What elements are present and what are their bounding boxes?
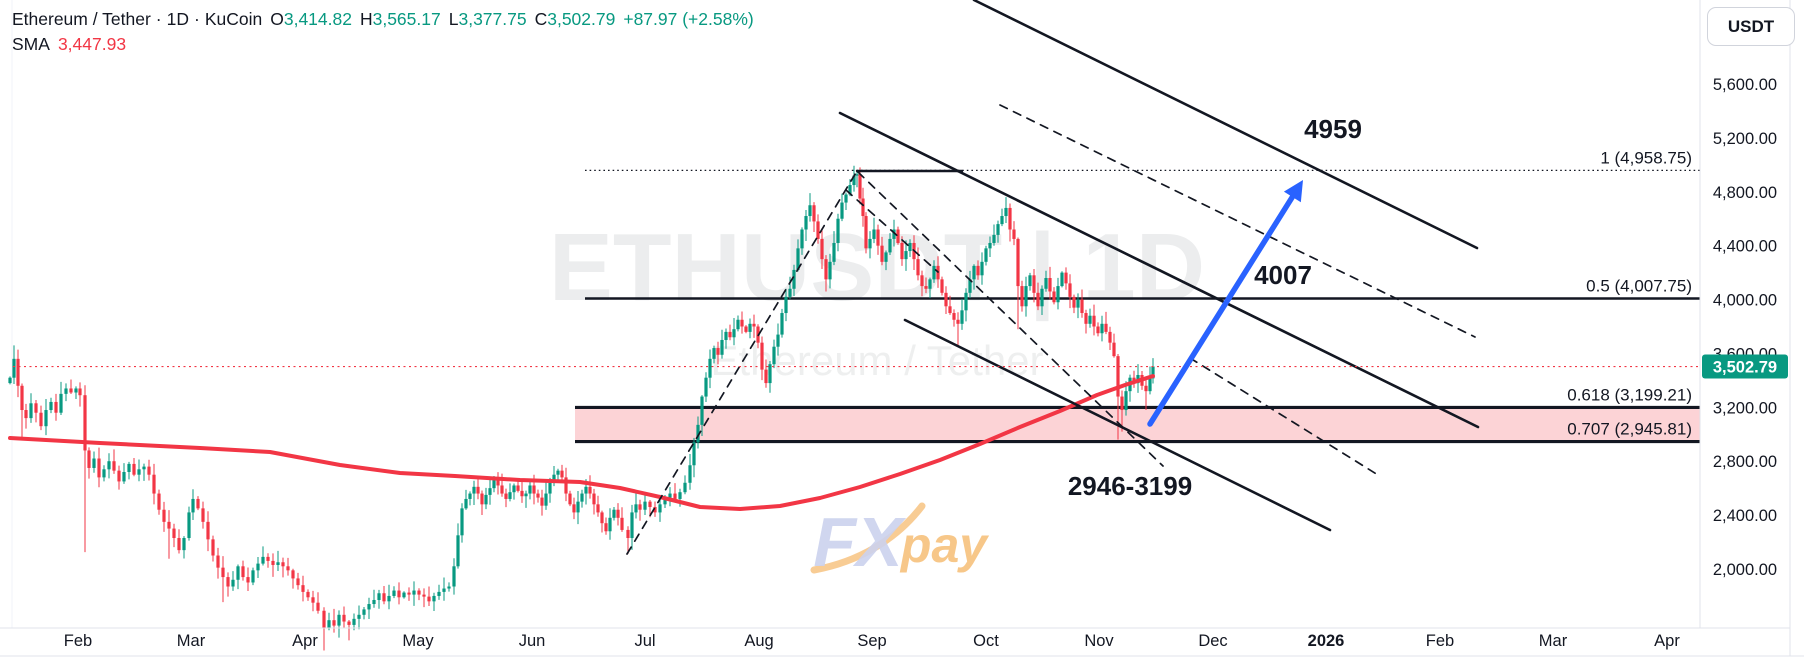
rising-support-dashed (626, 170, 858, 555)
legend-separator: · (155, 9, 162, 29)
fib-label-1: 1 (4,958.75) (1600, 148, 1692, 167)
close-label: C (534, 9, 548, 29)
time-label-Apr: Apr (292, 632, 318, 650)
fib-label-0.618: 0.618 (3,199.21) (1567, 385, 1692, 404)
price-label-2000: 2,000.00 (1713, 561, 1777, 579)
fib-label-0.5: 0.5 (4,007.75) (1586, 277, 1692, 296)
symbol-title: Ethereum / Tether (12, 9, 151, 29)
current-price-badge (1702, 354, 1788, 379)
currency-button[interactable]: USDT (1707, 7, 1795, 46)
time-label-Feb: Feb (1426, 632, 1454, 650)
exchange-label: KuCoin (204, 9, 263, 29)
time-label-Oct: Oct (973, 632, 999, 650)
fxpay-logo-fx-icon: FX (813, 503, 907, 581)
high-value: 3,565.17 (372, 9, 441, 29)
fxpay-logo-pay-icon: pay (899, 517, 989, 573)
legend-separator: · (193, 9, 200, 29)
price-label-4000: 4,000.00 (1713, 292, 1777, 310)
time-label-Dec: Dec (1198, 632, 1227, 650)
projection-arrow-head-icon (1283, 180, 1303, 203)
price-label-4800: 4,800.00 (1713, 184, 1777, 202)
channel-line-lower (903, 318, 1332, 532)
annotation-2946-3199: 2946-3199 (1068, 471, 1192, 501)
time-label-Aug: Aug (744, 632, 773, 650)
channel-inner-dashed (999, 104, 1476, 338)
low-value: 3,377.75 (458, 9, 527, 29)
decline-dashed-short (845, 189, 939, 273)
decline-dashed-long (857, 171, 1164, 467)
time-label-Sep: Sep (857, 632, 886, 650)
price-label-2800: 2,800.00 (1713, 453, 1777, 471)
fib-label-0.707: 0.707 (2,945.81) (1567, 420, 1692, 439)
current-price-badge-text: 3,502.79 (1713, 359, 1777, 377)
time-label-Apr: Apr (1654, 632, 1680, 650)
price-label-2400: 2,400.00 (1713, 507, 1777, 525)
sma-indicator-line (8, 374, 1155, 511)
time-label-May: May (402, 632, 434, 650)
time-label-Mar: Mar (1539, 632, 1568, 650)
price-label-5200: 5,200.00 (1713, 130, 1777, 148)
time-label-2026: 2026 (1308, 632, 1345, 650)
high-label: H (359, 9, 373, 29)
price-label-5600: 5,600.00 (1713, 76, 1777, 94)
candles-layer (8, 165, 1155, 651)
sma-label: SMA (12, 34, 50, 54)
channel-line-upper (972, 0, 1479, 250)
time-label-Mar: Mar (177, 632, 206, 650)
annotation-4959: 4959 (1304, 114, 1362, 144)
price-label-3200: 3,200.00 (1713, 399, 1777, 417)
close-value: 3,502.79 (547, 9, 616, 29)
sma-value: 3,447.93 (57, 34, 127, 54)
open-label: O (270, 9, 284, 29)
change-value: +87.97 (+2.58%) (623, 9, 754, 29)
channel-line-mid (838, 111, 1480, 429)
time-label-Feb: Feb (64, 632, 92, 650)
low-label: L (448, 9, 459, 29)
interval-label: 1D (166, 9, 189, 29)
sma-legend[interactable]: SMA 3,447.93 (12, 34, 126, 55)
lower-dashed (1189, 357, 1379, 476)
support-zone-2946-3199 (575, 407, 1700, 442)
annotation-4007: 4007 (1254, 260, 1312, 290)
time-label-Jun: Jun (519, 632, 546, 650)
time-label-Nov: Nov (1084, 632, 1114, 650)
open-value: 3,414.82 (283, 9, 352, 29)
symbol-legend[interactable]: Ethereum / Tether · 1D · KuCoin O 3,414.8… (12, 9, 754, 30)
time-label-Jul: Jul (634, 632, 655, 650)
price-label-4400: 4,400.00 (1713, 238, 1777, 256)
fxpay-logo-swoosh-icon (810, 502, 926, 574)
projection-arrow-shaft (1147, 194, 1296, 427)
